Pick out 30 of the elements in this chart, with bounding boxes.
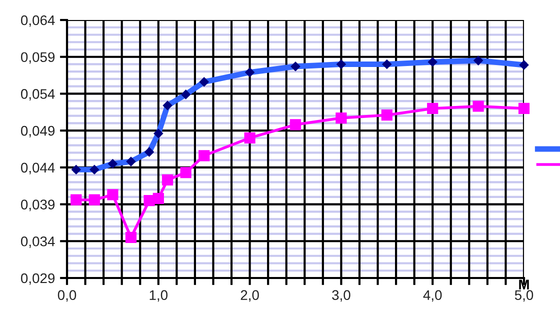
- point: [472, 100, 484, 112]
- point: [381, 110, 392, 121]
- y-tick-label: 0,039: [20, 200, 55, 212]
- point: [198, 150, 210, 162]
- point: [427, 102, 438, 114]
- y-tick-label: 0,034: [20, 236, 55, 248]
- point: [152, 192, 164, 204]
- point: [518, 102, 530, 114]
- point: [244, 132, 256, 144]
- point: [162, 174, 174, 186]
- x-axis-title: M: [519, 280, 529, 290]
- x-tick-label: 4,0: [423, 290, 442, 302]
- x-tick-label: 3,0: [332, 290, 350, 302]
- y-tick-label: 0,029: [20, 273, 55, 285]
- point: [88, 194, 100, 206]
- y-tick-label: 0,054: [20, 89, 55, 101]
- x-tick-label: 5,0: [514, 290, 534, 302]
- point: [125, 232, 137, 244]
- point: [290, 119, 302, 130]
- point: [336, 112, 347, 124]
- y-tick-label: 0,059: [20, 52, 55, 64]
- x-tick-label: 1,0: [150, 290, 168, 302]
- x-tick-label: 0,0: [58, 290, 76, 302]
- y-tick-label: 0,044: [20, 162, 55, 174]
- x-tick-label: 2,0: [240, 290, 259, 302]
- y-tick-label: 0,049: [20, 126, 55, 138]
- point: [107, 189, 118, 200]
- point: [180, 167, 192, 178]
- y-tick-label: 0,064: [20, 15, 55, 27]
- point: [70, 194, 82, 206]
